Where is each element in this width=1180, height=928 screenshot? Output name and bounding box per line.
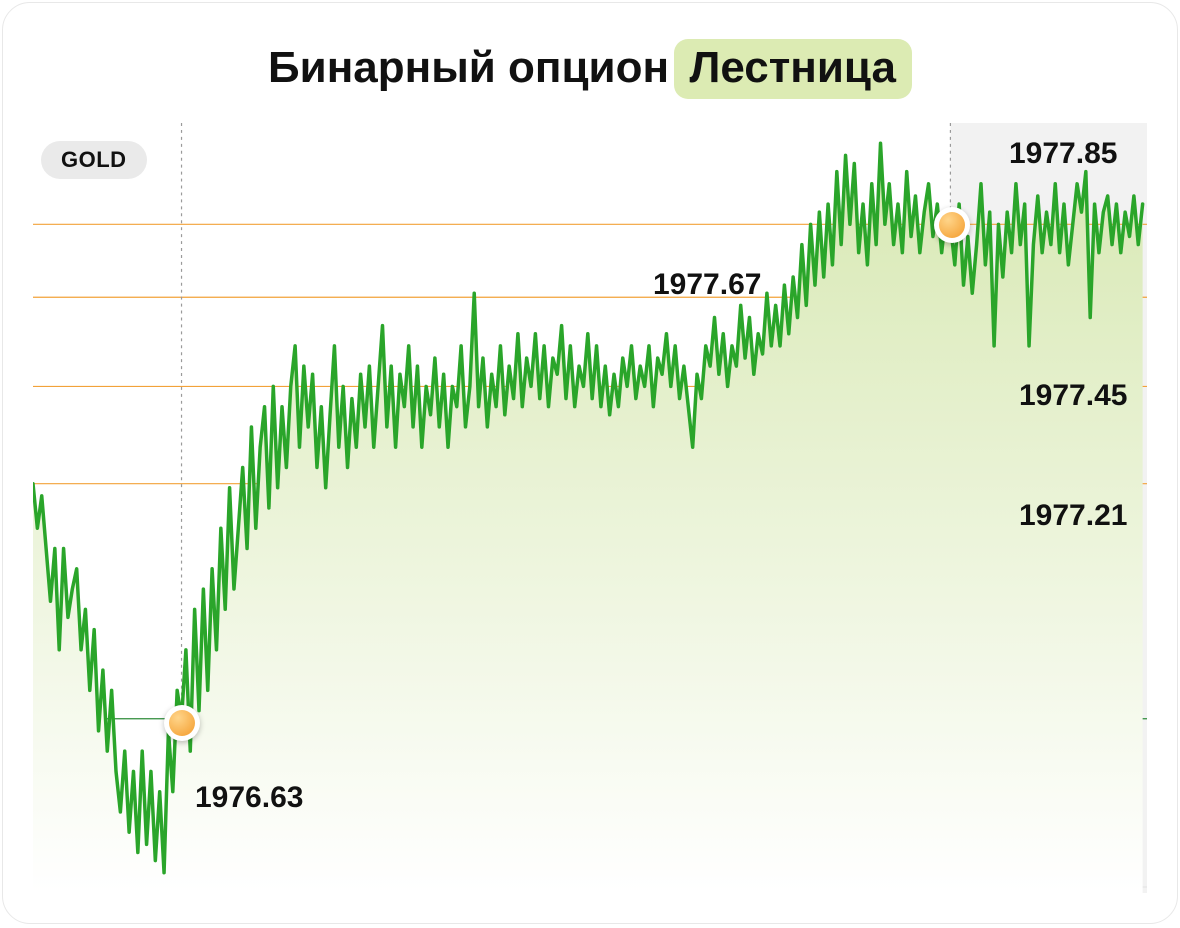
title-plain: Бинарный опцион (268, 43, 669, 92)
price-label: 1976.63 (195, 781, 303, 815)
chart-title: Бинарный опцион Лестница (3, 39, 1177, 99)
chart-card: Бинарный опцион Лестница GOLD 1977.85197… (2, 2, 1178, 924)
title-highlight: Лестница (674, 39, 912, 99)
price-marker (164, 705, 200, 741)
price-label: 1977.45 (1019, 379, 1127, 413)
price-marker (934, 207, 970, 243)
price-label: 1977.67 (653, 268, 761, 302)
price-chart (33, 123, 1147, 893)
price-label: 1977.85 (1009, 137, 1117, 171)
price-label: 1977.21 (1019, 499, 1127, 533)
chart-svg (33, 123, 1147, 893)
